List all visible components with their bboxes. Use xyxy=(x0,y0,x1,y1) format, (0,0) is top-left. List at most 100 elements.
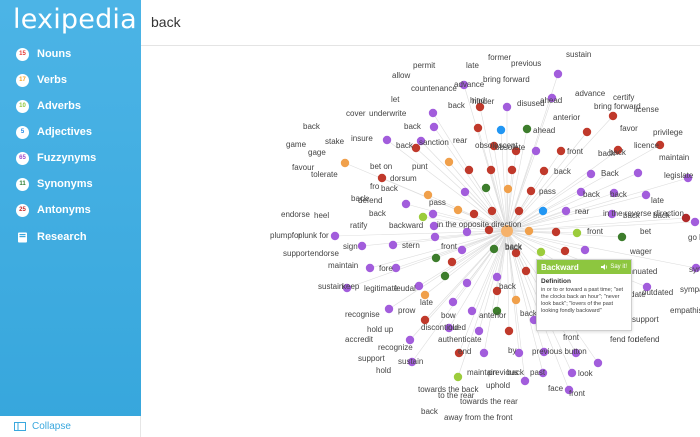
word-node[interactable] xyxy=(428,108,438,118)
word-label[interactable]: rear xyxy=(575,207,590,216)
word-node[interactable] xyxy=(429,122,439,132)
word-node[interactable] xyxy=(691,263,700,273)
word-graph[interactable]: former previous sustain permit late allow brin… xyxy=(141,46,700,437)
word-node[interactable] xyxy=(459,80,469,90)
word-label[interactable]: back xyxy=(623,211,641,220)
word-label[interactable]: anterior xyxy=(479,311,506,320)
word-node[interactable] xyxy=(391,263,401,273)
word-label[interactable]: fro xyxy=(370,182,380,191)
word-label[interactable]: back xyxy=(381,184,399,193)
word-label[interactable]: back xyxy=(303,122,321,131)
word-node[interactable] xyxy=(681,213,691,223)
word-node[interactable] xyxy=(401,199,411,209)
word-label[interactable]: anterior xyxy=(553,113,580,122)
collapse-button[interactable]: Collapse xyxy=(0,416,141,437)
word-node[interactable] xyxy=(561,206,571,216)
word-node[interactable] xyxy=(514,206,524,216)
word-node[interactable] xyxy=(377,173,387,183)
word-label[interactable]: back xyxy=(554,167,572,176)
word-label[interactable]: backward xyxy=(389,221,423,230)
word-label[interactable]: hinder xyxy=(472,97,495,106)
word-node[interactable] xyxy=(593,358,603,368)
logo[interactable]: lexipedia xyxy=(13,4,137,35)
word-label[interactable]: permit xyxy=(413,61,436,70)
word-label[interactable]: advance xyxy=(575,89,606,98)
word-label[interactable]: recognise xyxy=(345,310,380,319)
word-node[interactable] xyxy=(479,348,489,358)
word-label[interactable]: back xyxy=(505,242,523,251)
word-label[interactable]: away from the front xyxy=(444,413,513,422)
word-label[interactable]: outdated xyxy=(642,288,673,297)
word-node[interactable] xyxy=(384,304,394,314)
word-label[interactable]: front xyxy=(441,242,458,251)
word-label[interactable]: back xyxy=(598,149,616,158)
word-node[interactable] xyxy=(511,248,521,258)
word-node[interactable] xyxy=(520,376,530,386)
word-node[interactable] xyxy=(416,136,426,146)
word-node[interactable] xyxy=(444,323,454,333)
sidebar-item-research[interactable]: Research xyxy=(16,228,87,246)
word-node[interactable] xyxy=(462,227,472,237)
word-node[interactable] xyxy=(388,240,398,250)
word-label[interactable]: certify xyxy=(613,93,634,102)
say-it-button[interactable]: Say it! xyxy=(601,264,627,270)
word-label[interactable]: licence xyxy=(634,141,659,150)
word-label[interactable]: back xyxy=(583,190,601,199)
word-node[interactable] xyxy=(567,368,577,378)
word-node[interactable] xyxy=(430,232,440,242)
word-label[interactable]: discontinued xyxy=(421,323,466,332)
sidebar-item-verbs[interactable]: 17 Verbs xyxy=(16,71,67,89)
word-label[interactable]: let xyxy=(391,95,400,104)
word-node[interactable] xyxy=(414,281,424,291)
word-label[interactable]: underwrite xyxy=(369,109,407,118)
word-label[interactable]: defend xyxy=(358,196,382,205)
word-label[interactable]: plumpfor xyxy=(270,231,301,240)
sidebar-item-adverbs[interactable]: 10 Adverbs xyxy=(16,97,81,115)
word-label[interactable]: disused xyxy=(517,99,545,108)
sidebar-item-nouns[interactable]: 15 Nouns xyxy=(16,45,71,63)
word-label[interactable]: support xyxy=(283,249,310,258)
word-label[interactable]: license xyxy=(634,105,659,114)
word-node[interactable] xyxy=(428,209,438,219)
word-label[interactable]: allow xyxy=(392,71,410,80)
word-label[interactable]: wager xyxy=(629,247,652,256)
word-label[interactable]: sanction xyxy=(419,138,449,147)
word-label[interactable]: back xyxy=(351,194,369,203)
sidebar-item-synonyms[interactable]: 11 Synonyms xyxy=(16,175,93,193)
word-node[interactable] xyxy=(429,221,439,231)
word-node[interactable] xyxy=(492,272,502,282)
sidebar-item-adjectives[interactable]: 5 Adjectives xyxy=(16,123,92,141)
word-label[interactable]: ratify xyxy=(350,221,367,230)
word-node[interactable] xyxy=(607,209,617,219)
word-node[interactable] xyxy=(503,184,513,194)
word-label[interactable]: go b xyxy=(688,233,700,242)
word-label[interactable]: sustain xyxy=(318,282,343,291)
word-label[interactable]: advance xyxy=(454,80,485,89)
word-node[interactable] xyxy=(454,348,464,358)
word-node[interactable] xyxy=(382,135,392,145)
word-node[interactable] xyxy=(473,123,483,133)
word-node[interactable] xyxy=(617,232,627,242)
word-label[interactable]: to the rear xyxy=(438,391,475,400)
word-label[interactable]: sustain xyxy=(566,50,591,59)
word-label[interactable]: favour xyxy=(292,163,315,172)
word-label[interactable]: authenticate xyxy=(438,335,482,344)
word-node[interactable] xyxy=(564,385,574,395)
word-label[interactable]: back xyxy=(396,141,414,150)
word-label[interactable]: sympa xyxy=(680,285,700,294)
center-word-label[interactable]: back xyxy=(505,243,523,252)
word-node[interactable] xyxy=(411,143,421,153)
word-label[interactable]: previous button xyxy=(532,347,587,356)
word-label[interactable]: bow xyxy=(441,311,456,320)
sidebar-item-antonyms[interactable]: 25 Antonyms xyxy=(16,201,91,219)
word-label[interactable]: back xyxy=(520,309,538,318)
word-node[interactable] xyxy=(524,226,534,236)
word-node[interactable] xyxy=(418,212,428,222)
word-label[interactable]: bring forward xyxy=(483,75,530,84)
word-label[interactable]: back xyxy=(507,368,525,377)
center-word-node[interactable] xyxy=(501,225,513,237)
word-label[interactable]: back xyxy=(653,211,671,220)
word-label[interactable]: accredit xyxy=(345,335,374,344)
word-node[interactable] xyxy=(448,297,458,307)
word-node[interactable] xyxy=(538,368,548,378)
